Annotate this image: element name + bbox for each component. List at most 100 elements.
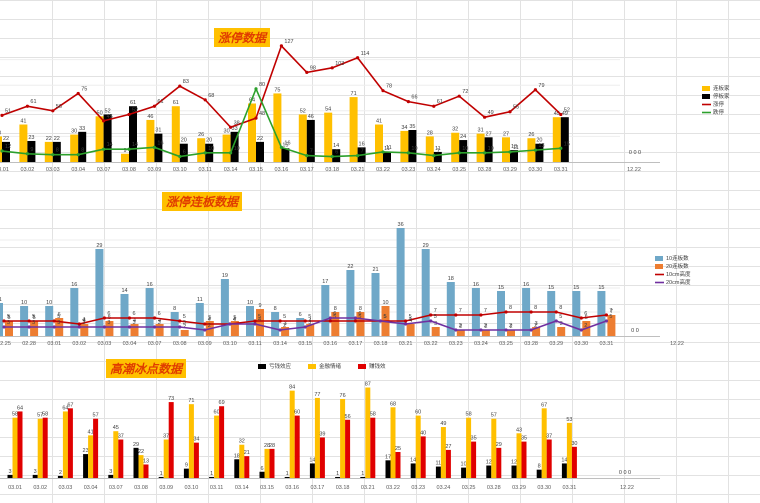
data-label: 73 <box>168 396 174 402</box>
data-label: 8 <box>81 148 84 154</box>
data-label: 64 <box>62 405 68 411</box>
data-label: 37 <box>163 434 169 440</box>
line-point <box>278 319 282 323</box>
data-label: 0 0 <box>631 328 639 334</box>
data-label: 52 <box>132 107 138 113</box>
data-label: 50 <box>97 110 103 116</box>
bar <box>346 270 355 336</box>
data-label: 1 <box>210 471 213 477</box>
data-label: 13 <box>143 458 149 464</box>
bar <box>230 321 239 336</box>
line-point <box>228 322 232 326</box>
bar <box>421 249 430 336</box>
bar <box>230 131 239 162</box>
bar <box>103 114 112 162</box>
data-label: 23 <box>83 448 89 454</box>
bar <box>306 324 315 336</box>
data-label: 55 <box>513 105 519 111</box>
x-tick-label: 02.28 <box>22 341 36 347</box>
data-label: 5 <box>57 314 60 320</box>
line-point <box>533 88 538 92</box>
bar <box>5 321 13 336</box>
bar <box>121 153 129 162</box>
legend-label: 赚钱效 <box>369 362 386 370</box>
bar <box>269 448 275 478</box>
line-point <box>303 319 307 323</box>
x-tick-label: 03.07 <box>97 167 111 173</box>
bar <box>431 327 440 336</box>
line-point <box>457 151 461 155</box>
x-tick-label: 03.21 <box>399 341 413 347</box>
line-point <box>102 119 106 123</box>
data-label: 3 <box>8 469 11 475</box>
bar <box>83 454 89 478</box>
legend-label: 10连板数 <box>666 254 689 262</box>
data-label: 8 <box>56 148 59 154</box>
data-label: 2 <box>208 323 211 329</box>
legend-swatch <box>655 264 663 269</box>
data-label: 6 <box>358 311 361 317</box>
data-label: 22 <box>138 449 144 455</box>
bar <box>256 141 264 162</box>
data-label: 10 <box>382 300 388 306</box>
line-point <box>254 87 258 91</box>
data-label: 6 <box>58 312 61 318</box>
data-label: 10 <box>462 146 468 152</box>
data-label: 64 <box>17 405 23 411</box>
data-label: 68 <box>390 401 396 407</box>
bar <box>170 312 179 336</box>
data-label: 76 <box>340 393 346 399</box>
data-label: 10 <box>461 462 467 468</box>
line-point <box>529 328 533 332</box>
data-label: 2 <box>484 323 487 329</box>
bar <box>471 288 480 336</box>
x-tick-label: 12.22 <box>620 485 634 491</box>
bar <box>281 148 290 162</box>
data-label: 4 <box>409 317 412 323</box>
bar <box>375 124 383 162</box>
data-label: 48 <box>259 111 265 117</box>
data-label: 3 <box>535 321 538 327</box>
x-tick-label: 03.02 <box>21 167 35 173</box>
bar <box>168 402 174 478</box>
x-tick-label: 03.22 <box>386 485 400 491</box>
data-label: 60 <box>294 410 300 416</box>
line-point <box>278 328 282 332</box>
data-label: 4 <box>409 318 412 324</box>
data-label: 16 <box>473 282 479 288</box>
data-label: 49 <box>554 111 560 117</box>
consecutive-limit-chart-panel: 涨停连板数据 111010162914168111910861722213629… <box>0 188 742 350</box>
data-label: 5 <box>358 314 361 320</box>
bar <box>188 404 194 478</box>
data-label: 20 <box>536 138 542 144</box>
data-label: 18 <box>234 453 240 459</box>
bar <box>445 449 451 478</box>
data-label: 22 <box>3 136 9 142</box>
data-label: 3 <box>7 320 10 326</box>
bar <box>476 133 485 162</box>
legend-swatch <box>258 364 266 369</box>
line-point <box>457 94 461 98</box>
bar <box>180 330 189 336</box>
data-label: 4 <box>208 317 211 323</box>
data-label: 29 <box>496 442 502 448</box>
data-label: 7 <box>484 308 487 314</box>
line-point <box>52 325 56 329</box>
line-point <box>253 322 257 326</box>
line-point <box>178 154 182 159</box>
data-label: 3 <box>107 320 110 326</box>
x-tick-label: 03.10 <box>185 485 199 491</box>
line-point <box>27 319 31 323</box>
data-label: 0 0 0 <box>619 470 631 476</box>
bar <box>446 282 455 336</box>
x-tick-label: 03.08 <box>173 341 187 347</box>
bar <box>138 455 144 478</box>
data-label: 3 <box>34 469 37 475</box>
data-label: 61 <box>173 100 179 106</box>
data-label: 3 <box>284 321 287 327</box>
line-point <box>127 147 131 151</box>
x-tick-label: 03.11 <box>248 341 261 347</box>
line-point <box>51 109 55 113</box>
bar <box>561 463 567 478</box>
data-label: 8 <box>334 306 337 312</box>
